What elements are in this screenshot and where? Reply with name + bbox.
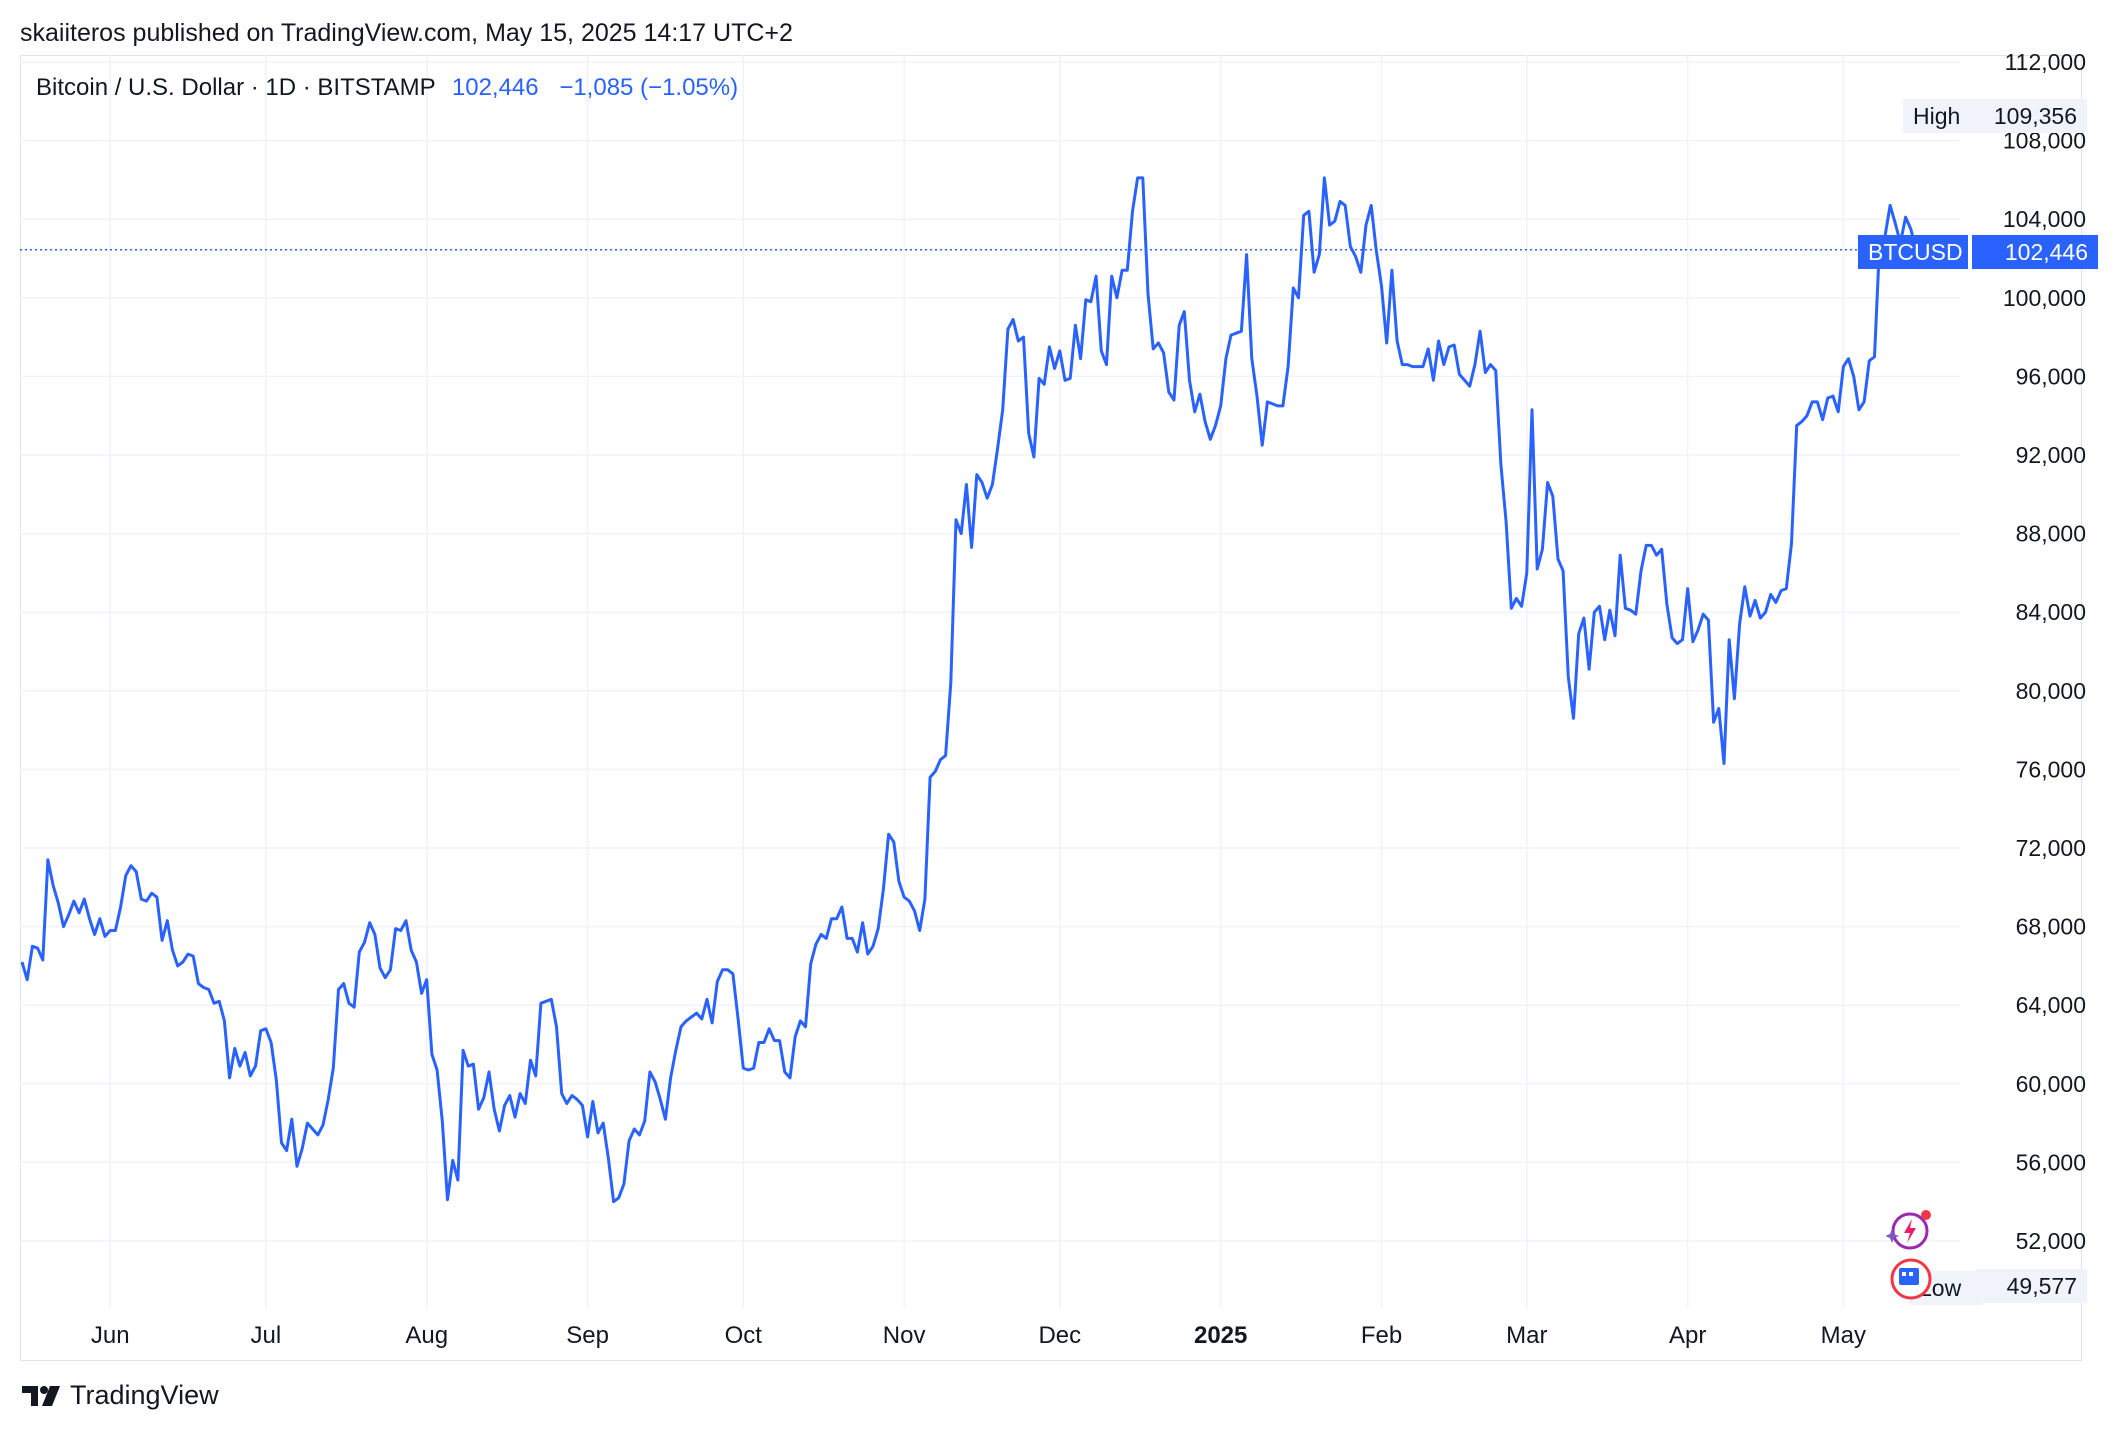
brand-name: TradingView <box>70 1380 219 1410</box>
tradingview-watermark[interactable]: TradingView <box>22 1380 219 1411</box>
series-line-btcusd <box>20 176 1918 1204</box>
x-tick-label: Feb <box>1361 1322 1402 1349</box>
x-tick-label: Aug <box>405 1322 448 1349</box>
y-tick-label: 96,000 <box>2016 363 2086 389</box>
chart-frame <box>20 55 2082 1361</box>
x-tick-label: May <box>1821 1322 1866 1349</box>
y-tick-label: 72,000 <box>2016 835 2086 861</box>
y-tick-label: 80,000 <box>2016 678 2086 704</box>
sparkle-bolt-icon[interactable] <box>1886 1207 1934 1255</box>
high-value-tag: 109,356 <box>1975 99 2087 133</box>
symbol-title: Bitcoin / U.S. Dollar · 1D · BITSTAMP <box>36 74 436 101</box>
x-tick-label: Apr <box>1669 1322 1706 1349</box>
y-tick-label: 92,000 <box>2016 442 2086 468</box>
x-tick-label: Nov <box>883 1322 926 1349</box>
x-tick-label: Sep <box>566 1322 609 1349</box>
x-tick-label: Jul <box>251 1322 282 1349</box>
x-tick-label: 2025 <box>1194 1322 1247 1349</box>
x-tick-label: Oct <box>725 1322 763 1349</box>
y-tick-label: 64,000 <box>2016 992 2086 1018</box>
y-tick-label: 76,000 <box>2016 756 2086 782</box>
last-price-tag: 102,446 <box>1972 235 2098 269</box>
price-change-value: −1,085 (−1.05%) <box>559 74 739 101</box>
price-scale-ticks: 52,000 56,000 60,000 64,000 68,000 72,000 76,0… <box>2003 49 2086 1254</box>
last-price-value: 102,446 <box>451 74 539 101</box>
y-tick-label: 52,000 <box>2016 1228 2086 1254</box>
y-tick-label: 68,000 <box>2016 914 2086 940</box>
publisher-line: skaiiteros published on TradingView.com,… <box>20 19 793 47</box>
chart-legend: Bitcoin / U.S. Dollar · 1D · BITSTAMP 10… <box>36 74 738 102</box>
y-tick-label: 112,000 <box>2005 49 2086 75</box>
x-tick-label: Jun <box>91 1322 130 1349</box>
x-tick-label: Dec <box>1038 1322 1081 1349</box>
y-tick-label: 100,000 <box>2003 285 2086 311</box>
high-label-tag: High <box>1903 99 1985 133</box>
x-tick-label: Mar <box>1506 1322 1547 1349</box>
y-tick-label: 56,000 <box>2016 1149 2086 1175</box>
calendar-badge-icon[interactable] <box>1889 1255 1937 1303</box>
low-value-tag: 49,577 <box>1975 1269 2087 1303</box>
y-tick-label: 104,000 <box>2003 206 2086 232</box>
grid-lines <box>20 55 1960 1308</box>
y-tick-label: 88,000 <box>2016 521 2086 547</box>
y-tick-label: 84,000 <box>2016 599 2086 625</box>
symbol-price-tag: BTCUSD <box>1858 235 1968 269</box>
y-tick-label: 60,000 <box>2016 1071 2086 1097</box>
tv-logo-icon <box>22 1385 60 1406</box>
time-scale-ticks: Jun Jul Aug Sep Oct Nov Dec 2025 Feb Mar Apr May <box>91 1322 1866 1349</box>
